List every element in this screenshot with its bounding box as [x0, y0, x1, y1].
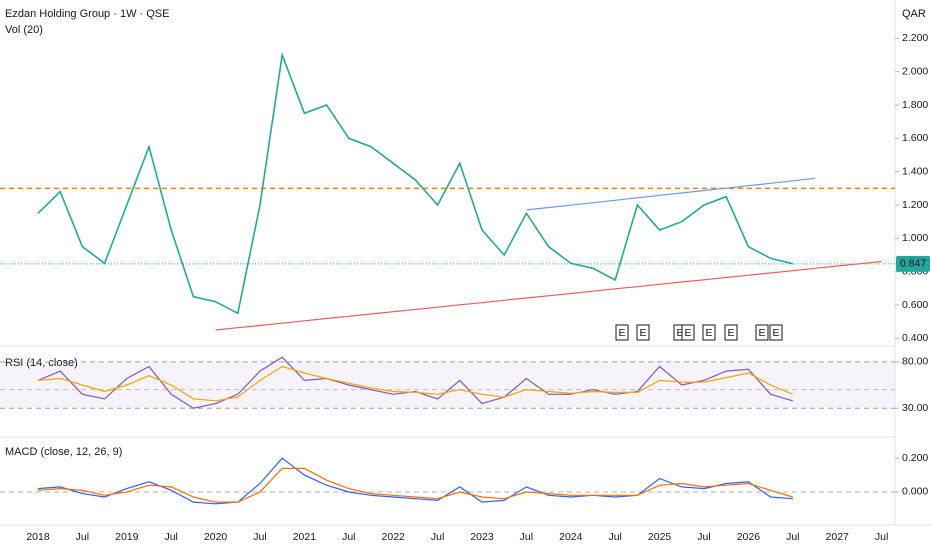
x-tick-label: Jul: [342, 531, 355, 543]
series-line: [37, 467, 793, 503]
x-tick-label: Jul: [875, 531, 888, 543]
y-tick-label: 0.000: [902, 486, 928, 498]
y-tick-label: 1.000: [902, 232, 928, 244]
rsi-title: RSI (14, close): [5, 357, 78, 369]
series-line: [37, 457, 793, 505]
volume-label: Vol (20): [5, 24, 43, 36]
x-tick-label: 2023: [470, 531, 494, 543]
earnings-label: E: [618, 327, 625, 339]
macd-title: MACD (close, 12, 26, 9): [5, 446, 122, 458]
earnings-label: E: [758, 327, 765, 339]
currency: QAR: [902, 8, 926, 20]
earnings-marker: [724, 324, 738, 341]
y-tick-label: 0.200: [902, 452, 928, 464]
series-line: [37, 356, 793, 409]
x-tick-label: Jul: [76, 531, 89, 543]
x-tick-label: Jul: [697, 531, 710, 543]
y-tick-label: 1.400: [902, 165, 928, 177]
y-tick-label: 1.200: [902, 199, 928, 211]
x-tick-label: 2020: [204, 531, 228, 543]
earnings-marker: [702, 324, 716, 341]
y-tick-label: 2.200: [902, 32, 928, 44]
x-tick-label: 2018: [26, 531, 50, 543]
x-tick-label: Jul: [253, 531, 266, 543]
earnings-marker: [681, 324, 695, 341]
y-tick-label: 80.00: [902, 356, 928, 368]
x-tick-label: 2022: [382, 531, 406, 543]
series-line: [526, 177, 816, 211]
x-tick-label: 2025: [648, 531, 672, 543]
earnings-marker: [769, 324, 783, 341]
x-tick-label: Jul: [520, 531, 533, 543]
series-line: [215, 260, 882, 331]
series-line: [37, 365, 794, 402]
x-tick-label: 2021: [293, 531, 317, 543]
last-price-label: 0.847: [900, 258, 926, 270]
x-tick-label: Jul: [786, 531, 799, 543]
series-line: [37, 51, 793, 315]
earnings-label: E: [676, 327, 683, 339]
earnings-label: E: [705, 327, 712, 339]
earnings-label: E: [727, 327, 734, 339]
x-tick-label: Jul: [431, 531, 444, 543]
earnings-marker: [636, 324, 650, 341]
earnings-label: E: [772, 327, 779, 339]
x-tick-label: Jul: [608, 531, 621, 543]
y-tick-label: 0.400: [902, 332, 928, 344]
x-tick-label: 2027: [826, 531, 850, 543]
x-tick-label: Jul: [164, 531, 177, 543]
earnings-label: E: [684, 327, 691, 339]
earnings-label: E: [639, 327, 646, 339]
last-price-tag: [896, 255, 930, 272]
earnings-marker: [615, 324, 629, 341]
chart-title: Ezdan Holding Group · 1W · QSE: [5, 8, 169, 20]
rsi-band: [0, 361, 895, 409]
x-tick-label: 2019: [115, 531, 139, 543]
earnings-marker: [755, 324, 769, 341]
y-tick-label: 1.800: [902, 99, 928, 111]
x-tick-label: 2024: [559, 531, 583, 543]
y-tick-label: 2.000: [902, 65, 928, 77]
y-tick-label: 0.600: [902, 299, 928, 311]
x-tick-label: 2026: [737, 531, 761, 543]
y-tick-label: 30.00: [902, 402, 928, 414]
y-tick-label: 1.600: [902, 132, 928, 144]
